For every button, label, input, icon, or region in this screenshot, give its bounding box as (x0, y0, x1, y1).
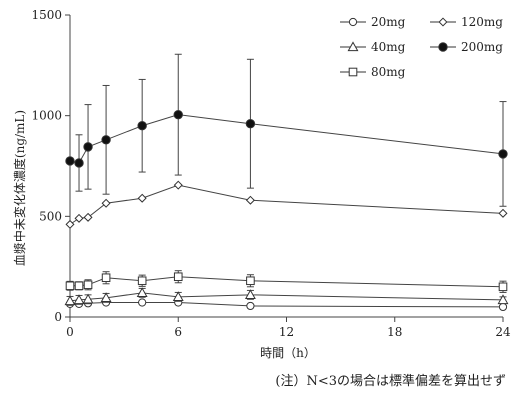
data-point (498, 302, 508, 312)
data-point (498, 149, 508, 159)
data-point (65, 281, 75, 291)
series-200mg (65, 53, 508, 207)
data-point (173, 272, 183, 282)
legend-marker (348, 67, 358, 77)
legend-label: 120mg (461, 15, 503, 29)
data-point (65, 219, 75, 229)
x-tick-label: 12 (279, 325, 294, 339)
x-tick-label: 0 (66, 325, 74, 339)
data-point (173, 109, 183, 120)
y-axis-label: 血漿中未変化体濃度(ng/mL) (12, 110, 27, 266)
legend-label: 200mg (461, 40, 503, 54)
series-120mg (65, 180, 508, 229)
data-point (137, 121, 147, 131)
data-point (497, 294, 509, 305)
data-point (64, 295, 76, 306)
axes (69, 15, 503, 318)
y-tick-label: 0 (54, 310, 62, 324)
legend-item-80mg: 80mg (340, 65, 406, 79)
legend-item-120mg: 120mg (430, 15, 503, 29)
data-point (83, 280, 93, 290)
data-point (172, 291, 184, 302)
data-point (74, 213, 84, 223)
series-layer (64, 53, 509, 312)
data-point (100, 292, 112, 303)
data-point (74, 158, 84, 168)
series-80mg (65, 270, 508, 293)
data-point (101, 135, 111, 145)
data-point (138, 298, 147, 307)
data-point (101, 198, 111, 208)
legend-item-200mg: 200mg (430, 40, 503, 54)
legend: 20mg 120mg 40mg 200mg 80mg (340, 15, 503, 79)
data-point (137, 193, 147, 203)
y-tick-label: 1500 (31, 8, 62, 22)
data-point (83, 142, 93, 152)
series-line (70, 276, 504, 288)
data-point (244, 289, 256, 300)
series-20mg (65, 298, 508, 312)
data-point (136, 287, 148, 298)
data-point (83, 212, 93, 222)
data-point (74, 281, 84, 291)
data-point (101, 273, 111, 283)
legend-marker (438, 42, 448, 52)
data-point (498, 282, 508, 292)
data-point (246, 276, 255, 286)
legend-item-20mg: 20mg (340, 15, 406, 29)
y-tick-label: 500 (39, 209, 62, 223)
x-axis-ticks: 0 6 12 18 24 (66, 317, 511, 339)
x-tick-label: 18 (387, 325, 402, 339)
series-line (69, 114, 504, 164)
data-point (245, 195, 255, 205)
y-tick-label: 1000 (31, 109, 62, 123)
data-point (73, 294, 85, 305)
data-point (82, 293, 94, 304)
legend-marker (348, 17, 358, 27)
legend-marker (347, 41, 359, 52)
data-point (245, 119, 256, 129)
data-point (173, 180, 183, 190)
x-axis-label: 時間（h） (260, 346, 316, 360)
x-tick-label: 24 (495, 325, 511, 339)
chart-note: (注）N<3の場合は標準偏差を算出せず (275, 373, 506, 389)
x-tick-label: 6 (174, 325, 182, 339)
series-line (69, 292, 504, 302)
data-point (137, 276, 147, 286)
data-point (246, 301, 255, 311)
legend-item-40mg: 40mg (340, 40, 406, 54)
series-40mg (64, 287, 509, 306)
legend-label: 40mg (371, 40, 406, 54)
series-line (69, 184, 504, 225)
y-axis-ticks: 0 500 1000 1500 (31, 8, 70, 324)
data-point (498, 208, 508, 218)
data-point (65, 156, 75, 166)
legend-marker (438, 17, 448, 27)
legend-label: 80mg (371, 65, 406, 79)
legend-label: 20mg (371, 15, 406, 29)
series-line (70, 302, 504, 308)
